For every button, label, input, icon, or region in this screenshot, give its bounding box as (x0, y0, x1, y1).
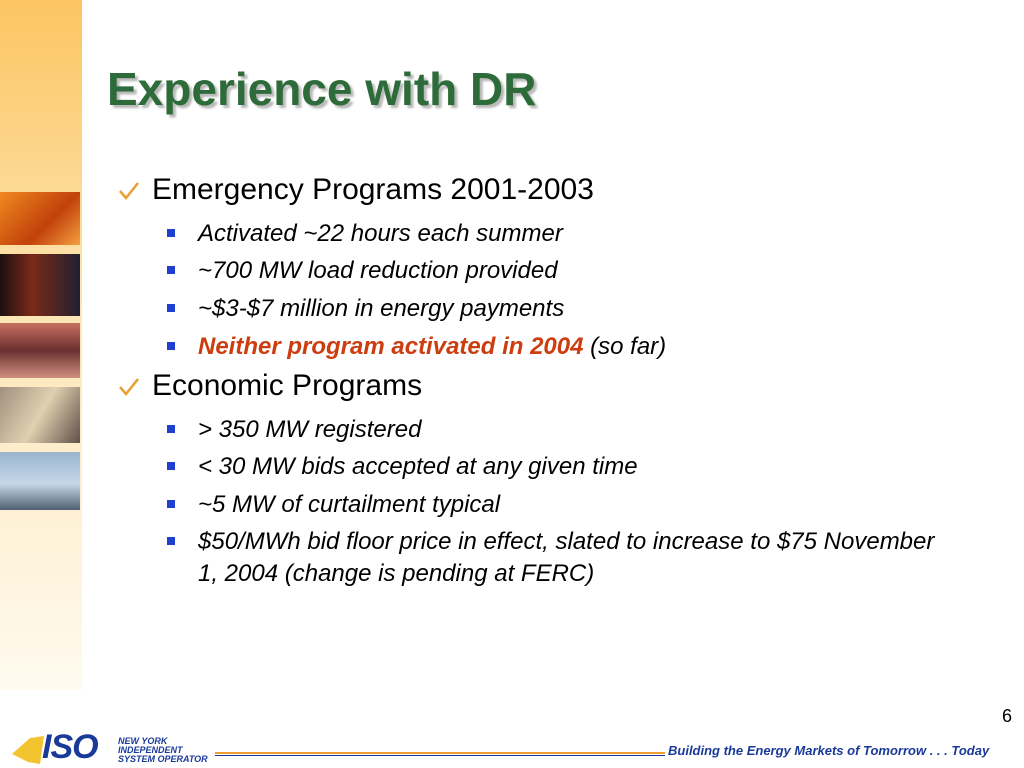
bullet-text: (so far) (590, 333, 667, 360)
square-bullet (167, 425, 175, 433)
footer-rule (215, 752, 665, 754)
square-bullet (167, 462, 175, 470)
logo-mark: ISO (42, 728, 99, 766)
tagline: Building the Energy Markets of Tomorrow … (668, 743, 990, 758)
check-bullet (119, 378, 139, 396)
square-bullet (167, 537, 175, 545)
square-bullet (167, 500, 175, 508)
section-heading: Economic Programs (152, 369, 423, 402)
logo-shape (12, 736, 44, 764)
section-heading: Emergency Programs 2001-2003 (152, 173, 594, 206)
photo (0, 387, 80, 443)
bullet-text: < 30 MW bids accepted at any given time (198, 453, 638, 480)
bullet-text: Neither program activated in 2004 (so fa… (198, 331, 666, 363)
square-bullet (167, 304, 175, 312)
bullet-text: > 350 MW registered (198, 416, 422, 443)
photo (0, 452, 80, 510)
logo-line: SYSTEM OPERATOR (118, 754, 208, 764)
bullet-text: ~5 MW of curtailment typical (198, 491, 501, 518)
logo-text: NEW YORK INDEPENDENT SYSTEM OPERATOR (118, 737, 208, 764)
photo (0, 192, 80, 245)
page-number: 6 (1002, 706, 1013, 726)
square-bullet (167, 229, 175, 237)
logo-line: NEW YORK (118, 736, 168, 746)
bullet-text: ~700 MW load reduction provided (198, 257, 558, 284)
square-bullet (167, 342, 175, 350)
highlight-text: Neither program activated in 2004 (198, 333, 584, 360)
check-bullet (119, 182, 139, 200)
bullet-text: $50/MWh bid floor price in effect, slate… (198, 528, 935, 587)
square-bullet (167, 266, 175, 274)
bullet-text: ~$3-$7 million in energy payments (198, 295, 565, 322)
photo (0, 323, 80, 378)
bullet-text: Activated ~22 hours each summer (198, 220, 563, 247)
footer-rule (215, 755, 665, 756)
photo (0, 254, 80, 316)
logo-line: INDEPENDENT (118, 745, 183, 755)
slide-title: Experience with DR (107, 63, 537, 115)
